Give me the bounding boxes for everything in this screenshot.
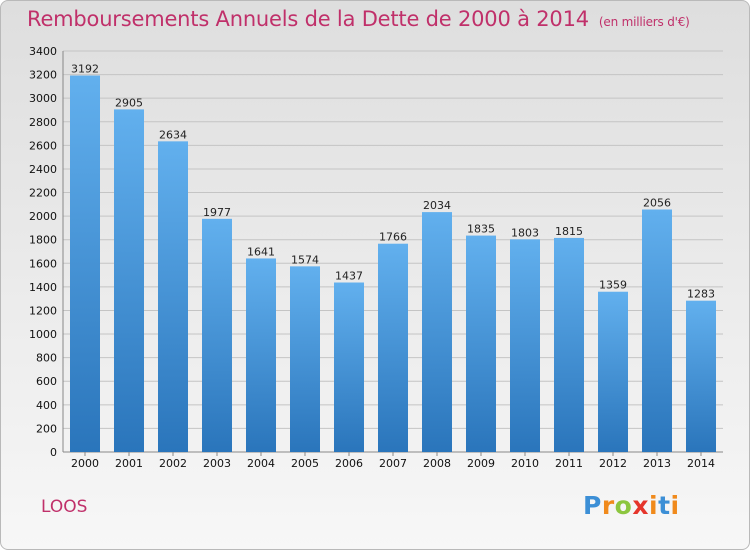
- bar: [466, 235, 496, 452]
- y-tick-label: 3000: [29, 92, 57, 105]
- data-label: 1359: [599, 279, 627, 292]
- data-label: 1835: [467, 223, 495, 236]
- y-tick-label: 200: [36, 422, 57, 435]
- bar: [70, 75, 100, 452]
- y-tick-label: 0: [50, 446, 57, 459]
- data-label: 1815: [555, 225, 583, 238]
- bar: [246, 258, 276, 452]
- data-label: 1977: [203, 206, 231, 219]
- y-tick-label: 600: [36, 375, 57, 388]
- y-tick-label: 800: [36, 352, 57, 365]
- y-tick-label: 3400: [29, 45, 57, 58]
- y-tick-label: 2200: [29, 187, 57, 200]
- data-label: 1766: [379, 231, 407, 244]
- data-label: 3192: [71, 63, 99, 76]
- x-tick-label: 2014: [687, 457, 715, 470]
- proxiti-logo[interactable]: Proxiti: [583, 491, 680, 520]
- data-label: 1641: [247, 245, 275, 258]
- data-label: 2634: [159, 128, 187, 141]
- x-tick-label: 2013: [643, 457, 671, 470]
- x-axis-ticks: 2000 2001 2002 2003 2004 2005 2006 2007 2008 2009…: [71, 452, 715, 470]
- x-tick-label: 2005: [291, 457, 319, 470]
- x-tick-label: 2001: [115, 457, 143, 470]
- y-tick-label: 1600: [29, 257, 57, 270]
- chart-title: Remboursements Annuels de la Dette de 20…: [27, 7, 690, 31]
- bar: [290, 266, 320, 452]
- x-tick-label: 2002: [159, 457, 187, 470]
- bar: [554, 237, 584, 452]
- y-tick-label: 2800: [29, 116, 57, 129]
- bar: [334, 282, 364, 452]
- bars: [70, 75, 716, 452]
- bar: [422, 212, 452, 452]
- bar: [686, 300, 716, 452]
- x-tick-label: 2008: [423, 457, 451, 470]
- bar: [378, 243, 408, 452]
- y-tick-label: 1800: [29, 234, 57, 247]
- x-tick-label: 2004: [247, 457, 275, 470]
- x-tick-label: 2003: [203, 457, 231, 470]
- x-tick-label: 2010: [511, 457, 539, 470]
- y-axis-ticks: 0 200 400 600 800 1000 1200 1400 1600 1800 2000 220…: [29, 45, 57, 459]
- data-label: 1803: [511, 226, 539, 239]
- y-tick-label: 2600: [29, 139, 57, 152]
- x-tick-label: 2006: [335, 457, 363, 470]
- x-tick-label: 2009: [467, 457, 495, 470]
- y-tick-label: 1400: [29, 281, 57, 294]
- data-label: 1283: [687, 288, 715, 301]
- unit-label: (en milliers d'€): [598, 15, 690, 29]
- bar: [158, 141, 188, 452]
- y-tick-label: 2400: [29, 163, 57, 176]
- data-label: 2034: [423, 199, 451, 212]
- x-tick-label: 2012: [599, 457, 627, 470]
- x-tick-label: 2007: [379, 457, 407, 470]
- x-tick-label: 2000: [71, 457, 99, 470]
- x-tick-label: 2011: [555, 457, 583, 470]
- data-label: 1574: [291, 253, 319, 266]
- y-tick-label: 400: [36, 399, 57, 412]
- title-text: Remboursements Annuels de la Dette de 20…: [27, 7, 589, 31]
- bar: [510, 239, 540, 452]
- data-labels: 3192 2905 2634 1977 1641 1574 1437 1766 2034 1835…: [71, 63, 715, 301]
- town-name: LOOS: [41, 497, 88, 517]
- data-label: 1437: [335, 270, 363, 283]
- y-tick-label: 1000: [29, 328, 57, 341]
- y-tick-label: 2000: [29, 210, 57, 223]
- y-tick-label: 1200: [29, 304, 57, 317]
- bar: [642, 209, 672, 452]
- bar: [598, 291, 628, 452]
- y-tick-label: 3200: [29, 69, 57, 82]
- data-label: 2056: [643, 197, 671, 210]
- bar: [202, 218, 232, 452]
- bar: [114, 109, 144, 452]
- data-label: 2905: [115, 96, 143, 109]
